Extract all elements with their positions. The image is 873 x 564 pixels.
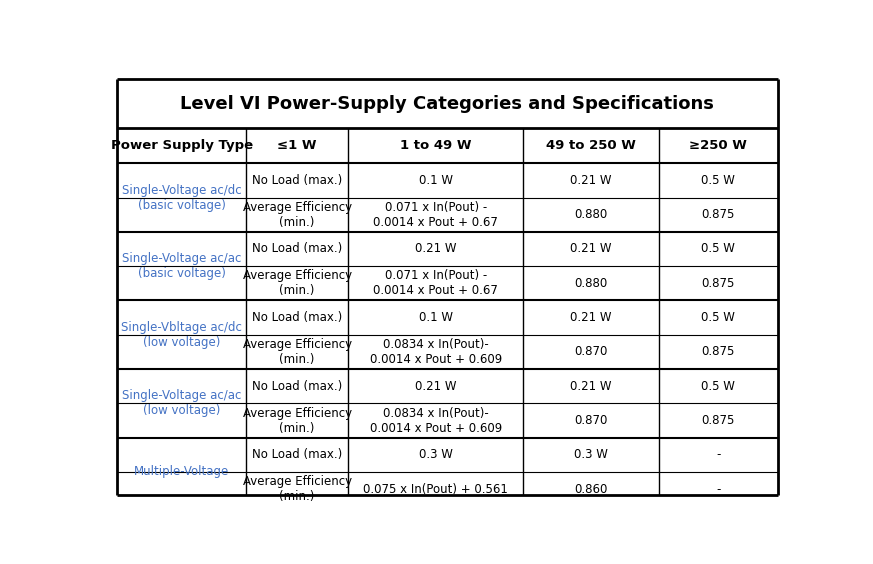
Text: 0.21 W: 0.21 W (415, 243, 457, 255)
Text: 0.3 W: 0.3 W (574, 448, 608, 461)
Text: 0.875: 0.875 (702, 208, 735, 221)
Text: Power Supply Type: Power Supply Type (111, 139, 252, 152)
Text: Average Efficiency
(min.): Average Efficiency (min.) (243, 475, 352, 503)
Bar (117, 129, 778, 163)
Text: 0.075 x In(Pout) + 0.561: 0.075 x In(Pout) + 0.561 (363, 483, 508, 496)
Text: 0.875: 0.875 (702, 277, 735, 290)
Text: No Load (max.): No Load (max.) (252, 448, 342, 461)
Text: 0.0834 x In(Pout)-
0.0014 x Pout + 0.609: 0.0834 x In(Pout)- 0.0014 x Pout + 0.609 (370, 407, 502, 434)
Text: 0.1 W: 0.1 W (419, 311, 453, 324)
Text: 0.5 W: 0.5 W (701, 174, 735, 187)
Text: No Load (max.): No Load (max.) (252, 311, 342, 324)
Text: 0.21 W: 0.21 W (415, 380, 457, 393)
Text: ≤1 W: ≤1 W (278, 139, 317, 152)
Text: 0.875: 0.875 (702, 345, 735, 358)
Text: Single-Voltage ac/ac
(basic voltage): Single-Voltage ac/ac (basic voltage) (122, 252, 241, 280)
Text: No Load (max.): No Load (max.) (252, 380, 342, 393)
Text: No Load (max.): No Load (max.) (252, 243, 342, 255)
Text: 0.21 W: 0.21 W (570, 174, 612, 187)
Text: Single-Voltage ac/ac
(low voltage): Single-Voltage ac/ac (low voltage) (122, 389, 241, 417)
Text: -: - (716, 483, 720, 496)
Text: No Load (max.): No Load (max.) (252, 174, 342, 187)
Text: 0.0834 x In(Pout)-
0.0014 x Pout + 0.609: 0.0834 x In(Pout)- 0.0014 x Pout + 0.609 (370, 338, 502, 366)
Text: 0.21 W: 0.21 W (570, 380, 612, 393)
Text: 0.3 W: 0.3 W (419, 448, 453, 461)
Text: 0.1 W: 0.1 W (419, 174, 453, 187)
Text: ≥250 W: ≥250 W (689, 139, 747, 152)
Text: 1 to 49 W: 1 to 49 W (400, 139, 471, 152)
Text: 0.880: 0.880 (574, 208, 608, 221)
Text: 0.071 x In(Pout) -
0.0014 x Pout + 0.67: 0.071 x In(Pout) - 0.0014 x Pout + 0.67 (374, 269, 498, 297)
Text: 0.870: 0.870 (574, 414, 608, 427)
Text: Average Efficiency
(min.): Average Efficiency (min.) (243, 201, 352, 228)
Text: 0.880: 0.880 (574, 277, 608, 290)
Bar (117, 78, 778, 129)
Text: Average Efficiency
(min.): Average Efficiency (min.) (243, 338, 352, 366)
Text: Level VI Power-Supply Categories and Specifications: Level VI Power-Supply Categories and Spe… (181, 95, 714, 112)
Text: 0.860: 0.860 (574, 483, 608, 496)
Text: 0.5 W: 0.5 W (701, 311, 735, 324)
Text: 0.21 W: 0.21 W (570, 311, 612, 324)
Text: Average Efficiency
(min.): Average Efficiency (min.) (243, 407, 352, 434)
Text: 0.5 W: 0.5 W (701, 243, 735, 255)
Text: 0.870: 0.870 (574, 345, 608, 358)
Text: 0.071 x In(Pout) -
0.0014 x Pout + 0.67: 0.071 x In(Pout) - 0.0014 x Pout + 0.67 (374, 201, 498, 228)
Text: Average Efficiency
(min.): Average Efficiency (min.) (243, 269, 352, 297)
Text: Single-Vbltage ac/dc
(low voltage): Single-Vbltage ac/dc (low voltage) (121, 321, 242, 349)
Text: -: - (716, 448, 720, 461)
Text: 0.5 W: 0.5 W (701, 380, 735, 393)
Text: Single-Voltage ac/dc
(basic voltage): Single-Voltage ac/dc (basic voltage) (122, 183, 242, 212)
Text: 0.21 W: 0.21 W (570, 243, 612, 255)
Text: Multiple-Voltage: Multiple-Voltage (134, 465, 230, 478)
Text: 0.875: 0.875 (702, 414, 735, 427)
Text: 49 to 250 W: 49 to 250 W (546, 139, 636, 152)
